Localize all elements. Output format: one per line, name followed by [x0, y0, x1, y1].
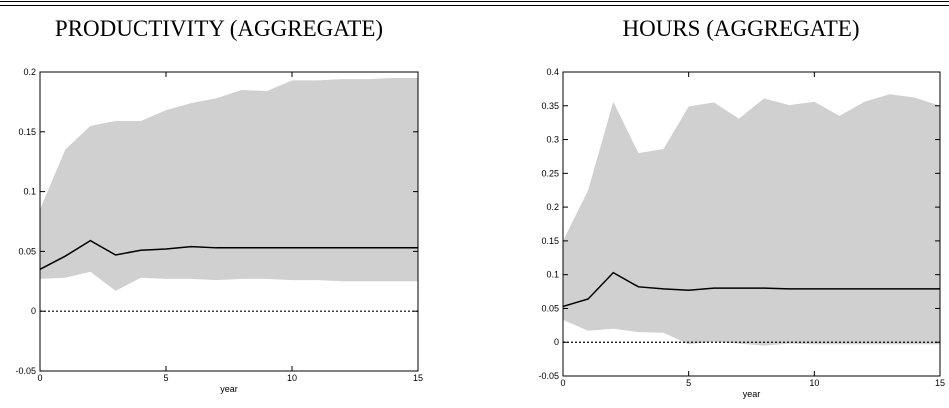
- y-tick-label: 0.05: [541, 303, 559, 313]
- x-tick-label: 0: [37, 373, 42, 383]
- plot-frame: [562, 71, 941, 377]
- x-tick-label: 10: [287, 373, 297, 383]
- y-tick-label: 0.35: [541, 101, 559, 111]
- confidence-band: [563, 94, 940, 346]
- x-axis-label: year: [220, 384, 238, 394]
- y-tick-label: 0.1: [546, 270, 559, 280]
- y-tick-label: 0.15: [541, 236, 559, 246]
- x-tick-label: 5: [686, 378, 691, 388]
- series-line: [39, 239, 418, 271]
- confidence-band: [40, 77, 418, 291]
- y-tick-label: 0: [31, 306, 36, 316]
- y-tick-label: 0: [554, 337, 559, 347]
- x-tick-label: 0: [560, 378, 565, 388]
- plot-frame: [39, 71, 419, 372]
- x-tick-label: 10: [809, 378, 819, 388]
- x-tick-label: 15: [935, 378, 945, 388]
- y-tick-label: -0.05: [538, 371, 559, 381]
- x-tick-label: 5: [163, 373, 168, 383]
- chart-title: PRODUCTIVITY (AGGREGATE): [55, 16, 383, 41]
- y-tick-label: 0.15: [18, 127, 36, 137]
- y-tick-label: 0.05: [18, 246, 36, 256]
- y-tick-label: 0.2: [23, 67, 36, 77]
- y-tick-label: 0.4: [546, 67, 559, 77]
- y-tick-label: 0.3: [546, 135, 559, 145]
- y-tick-label: 0.2: [546, 202, 559, 212]
- chart-title: HOURS (AGGREGATE): [622, 16, 859, 41]
- x-axis-label: year: [743, 389, 761, 399]
- series-line: [562, 271, 940, 308]
- x-tick-label: 15: [413, 373, 423, 383]
- y-tick-label: 0.25: [541, 168, 559, 178]
- y-tick-label: 0.1: [23, 187, 36, 197]
- y-tick-label: -0.05: [15, 366, 36, 376]
